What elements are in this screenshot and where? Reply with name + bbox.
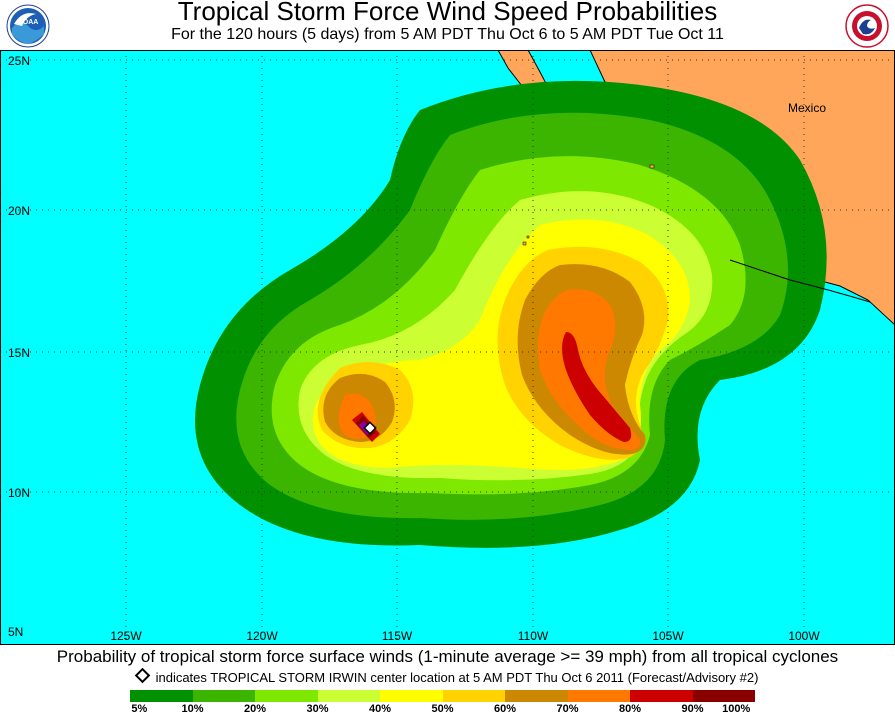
- legend-swatch: [255, 690, 318, 702]
- legend-swatch: [630, 690, 693, 702]
- lon-label-100w: 100W: [788, 629, 820, 643]
- lat-label-10n: 10N: [8, 486, 30, 500]
- legend-label: 40%: [368, 703, 392, 715]
- island-b: [526, 235, 530, 239]
- legend-label: 50%: [431, 703, 454, 715]
- map-caption: Probability of tropical storm force surf…: [56, 647, 839, 666]
- lat-label-15n: 15N: [8, 346, 30, 360]
- land-label-mexico: Mexico: [788, 101, 826, 115]
- lon-label-125w: 125W: [110, 629, 142, 643]
- legend-label: 100%: [722, 703, 751, 715]
- state-border: [729, 259, 871, 303]
- legend-label: 90%: [681, 703, 704, 715]
- probability-map: Mexico 25N 20N 15N 10N 5N 125W 120W 115W…: [0, 50, 895, 645]
- page-subtitle: For the 120 hours (5 days) from 5 AM PDT…: [171, 26, 724, 43]
- legend-swatch: [505, 690, 568, 702]
- legend-label: 20%: [243, 703, 267, 715]
- island-c: [649, 164, 655, 169]
- legend-label: 30%: [306, 703, 329, 715]
- legend-swatch: [192, 690, 255, 702]
- legend-label: 5%: [131, 703, 148, 715]
- lat-label-5n: 5N: [8, 625, 23, 639]
- nws-logo-icon: [845, 4, 889, 48]
- lon-label-105w: 105W: [652, 629, 684, 643]
- storm-note: indicates TROPICAL STORM IRWIN center lo…: [0, 667, 895, 685]
- legend-swatch: [317, 690, 380, 702]
- legend-swatch: [692, 690, 755, 702]
- legend-swatch: [567, 690, 630, 702]
- lat-label-20n: 20N: [8, 204, 30, 218]
- lon-label-115w: 115W: [382, 629, 413, 643]
- legend-swatch: [380, 690, 443, 702]
- legend: 5% 10% 20% 30% 40% 50% 60% 70% 80% 90% 100%: [130, 690, 755, 716]
- island-a: [522, 241, 527, 246]
- noaa-logo-icon: NOAA: [6, 4, 50, 48]
- lon-label-120w: 120W: [246, 629, 278, 643]
- legend-swatch: [130, 690, 193, 702]
- noaa-logo-text: NOAA: [18, 19, 39, 26]
- storm-note-text: indicates TROPICAL STORM IRWIN center lo…: [155, 670, 759, 685]
- lon-label-110w: 110W: [518, 629, 549, 643]
- header: NOAA Tropical Storm Force Wind Speed Pro…: [0, 0, 895, 50]
- legend-swatch: [442, 690, 505, 702]
- page-title: Tropical Storm Force Wind Speed Probabil…: [177, 0, 718, 26]
- legend-labels: 5% 10% 20% 30% 40% 50% 60% 70% 80% 90% 100%: [130, 702, 755, 716]
- legend-label: 70%: [556, 703, 579, 715]
- legend-label: 80%: [618, 703, 642, 715]
- storm-center-marker: [363, 421, 377, 435]
- legend-label: 60%: [493, 703, 517, 715]
- lat-label-25n: 25N: [8, 54, 30, 68]
- legend-label: 10%: [181, 703, 204, 715]
- diamond-icon: [134, 667, 150, 684]
- legend-bar: [130, 690, 755, 702]
